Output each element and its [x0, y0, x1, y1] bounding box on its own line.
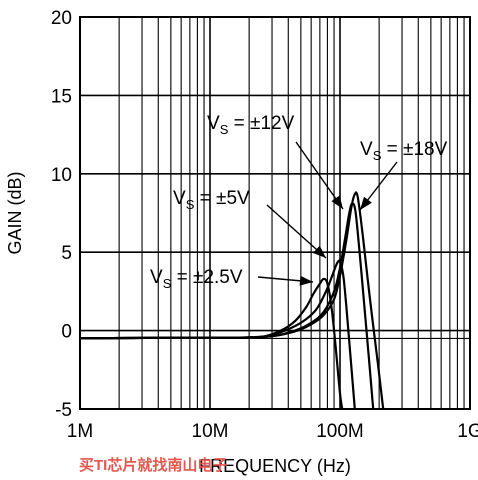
annotation-arrow	[295, 141, 344, 210]
y-tick-label: -5	[55, 400, 72, 421]
series-label-12v: VS = ±12V	[207, 113, 295, 137]
series-label-5v: VS = ±5V	[173, 188, 250, 212]
plot-frame	[79, 16, 471, 410]
series-label-2.5v: VS = ±2.5V	[150, 267, 243, 291]
annotations: VS = ±2.5V VS = ±5V VS = ±12V VS = ±18V	[150, 113, 448, 291]
vertical-gridlines	[79, 17, 465, 409]
y-tick-labels: -5 0 5 10 15 20	[51, 8, 72, 421]
x-tick-label: 1G	[457, 421, 478, 442]
y-tick-label: 10	[51, 165, 72, 186]
curves	[79, 191, 385, 410]
y-axis-title: GAIN (dB)	[5, 171, 25, 254]
annotation-arrowhead	[299, 275, 313, 286]
annotation-arrow	[266, 204, 327, 259]
series-line-18v	[79, 191, 385, 410]
annotation-arrowhead	[313, 245, 326, 258]
watermark-text: 买TI芯片就找南山电子	[79, 456, 227, 474]
annotation-arrowhead	[331, 195, 343, 209]
x-axis-title: FREQUENCY (Hz)	[199, 456, 351, 476]
x-tick-label: 1M	[67, 421, 93, 442]
x-tick-label: 10M	[192, 421, 229, 442]
y-tick-label: 0	[61, 322, 72, 343]
x-tick-label: 100M	[316, 421, 364, 442]
y-tick-label: 5	[61, 243, 72, 264]
y-tick-label: 15	[51, 86, 72, 107]
y-tick-label: 20	[51, 8, 72, 29]
series-label-18v: VS = ±18V	[360, 139, 448, 163]
annotation-arrowhead	[360, 196, 372, 210]
x-tick-labels: 1M 10M 100M 1G	[67, 421, 478, 442]
